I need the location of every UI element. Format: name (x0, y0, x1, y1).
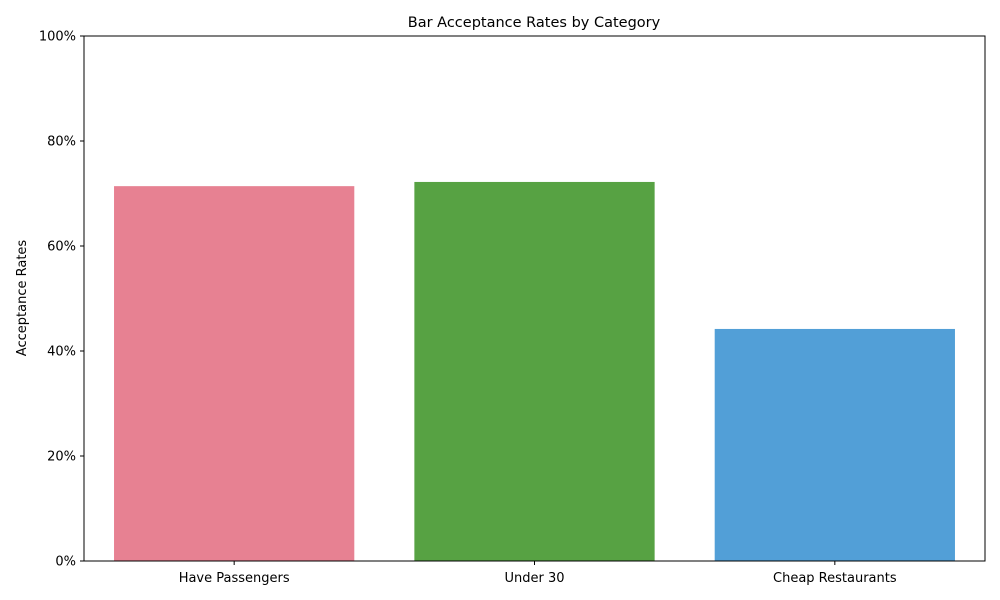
bars-group (114, 181, 955, 561)
y-tick-label: 0% (55, 555, 76, 570)
bar-have-passengers (114, 186, 355, 561)
x-axis-ticks: Have Passengers Under 30 Cheap Restaurants (179, 561, 897, 586)
bar-cheap-restaurants (714, 328, 955, 561)
plot-frame (83, 35, 986, 562)
y-axis-ticks: 0% 20% 40% 60% 80% 100% (39, 30, 84, 570)
y-tick-label: 20% (47, 450, 76, 465)
chart-title: Bar Acceptance Rates by Category (408, 15, 661, 31)
x-tick-label: Under 30 (504, 571, 564, 586)
y-tick-label: 100% (39, 30, 76, 45)
y-axis-label: Acceptance Rates (15, 240, 30, 357)
y-tick-label: 80% (47, 135, 76, 150)
bar-under-30 (414, 181, 655, 561)
x-tick-label: Have Passengers (179, 571, 290, 586)
y-tick-label: 40% (47, 345, 76, 360)
y-tick-label: 60% (47, 240, 76, 255)
x-tick-label: Cheap Restaurants (773, 571, 897, 586)
